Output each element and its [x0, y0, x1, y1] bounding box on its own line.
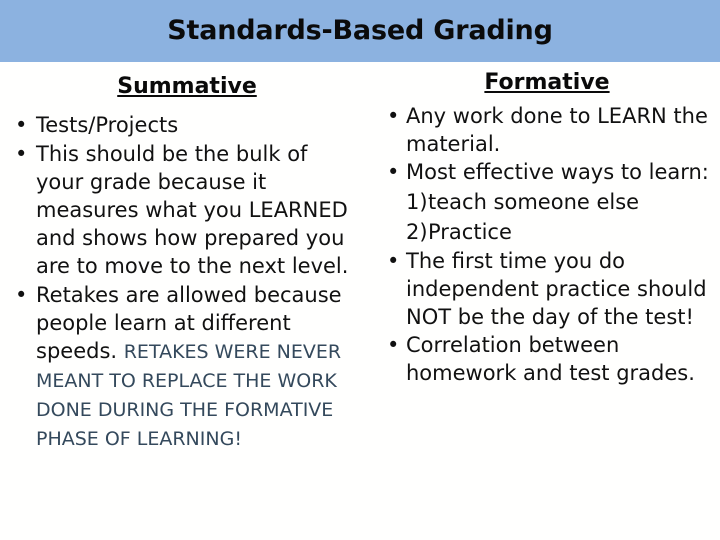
list-item-text: Tests/Projects — [36, 113, 179, 137]
sub-list-item: 1) teach someone else — [406, 187, 714, 217]
sub-list-number: 1) — [406, 190, 428, 214]
list-item: • This should be the bulk of your grade … — [10, 140, 358, 280]
list-item: • Retakes are allowed because people lea… — [10, 281, 358, 453]
list-item: • Tests/Projects — [10, 111, 358, 139]
bullet-dot-icon: • — [387, 160, 400, 184]
list-item: • Correlation between homework and test … — [384, 331, 714, 387]
title-band: Standards-Based Grading — [0, 0, 720, 62]
list-item: • Any work done to LEARN the material. — [384, 102, 714, 158]
sub-list-number: 2) — [406, 220, 428, 244]
bullet-dot-icon: • — [387, 104, 400, 128]
bullet-list-formative: • Any work done to LEARN the material. •… — [384, 102, 714, 387]
column-heading-formative: Formative — [484, 70, 610, 95]
sub-list-item: 2) Practice — [406, 217, 714, 247]
bullet-dot-icon: • — [15, 142, 28, 166]
page-title: Standards-Based Grading — [167, 14, 553, 46]
list-item-text: Retakes are allowed because people learn… — [36, 283, 342, 363]
content-columns: Summative • Tests/Projects • This should… — [0, 62, 720, 540]
list-item-text: Any work done to LEARN the material. — [406, 104, 708, 156]
bullet-dot-icon: • — [387, 249, 400, 273]
sub-list-item-text: teach someone else — [428, 190, 640, 214]
column-heading-summative: Summative — [117, 74, 257, 99]
list-item-emphasis-text: RETAKES WERE NEVER MEANT TO REPLACE THE … — [36, 341, 342, 450]
sub-list-item-text: Practice — [428, 220, 512, 244]
bullet-dot-icon: • — [387, 333, 400, 357]
list-item-text: This should be the bulk of your grade be… — [36, 142, 349, 278]
list-item-text: Most effective ways to learn: — [406, 160, 709, 184]
list-item: • The first time you do independent prac… — [384, 247, 714, 331]
bullet-list-summative: • Tests/Projects • This should be the bu… — [10, 111, 358, 454]
list-item-text: The first time you do independent practi… — [406, 249, 707, 329]
numbered-sub-list: 1) teach someone else 2) Practice — [406, 187, 714, 247]
list-item: • Most effective ways to learn: 1) teach… — [384, 158, 714, 247]
list-item-text: Correlation between homework and test gr… — [406, 333, 695, 385]
bullet-dot-icon: • — [15, 113, 28, 137]
bullet-dot-icon: • — [15, 283, 28, 307]
